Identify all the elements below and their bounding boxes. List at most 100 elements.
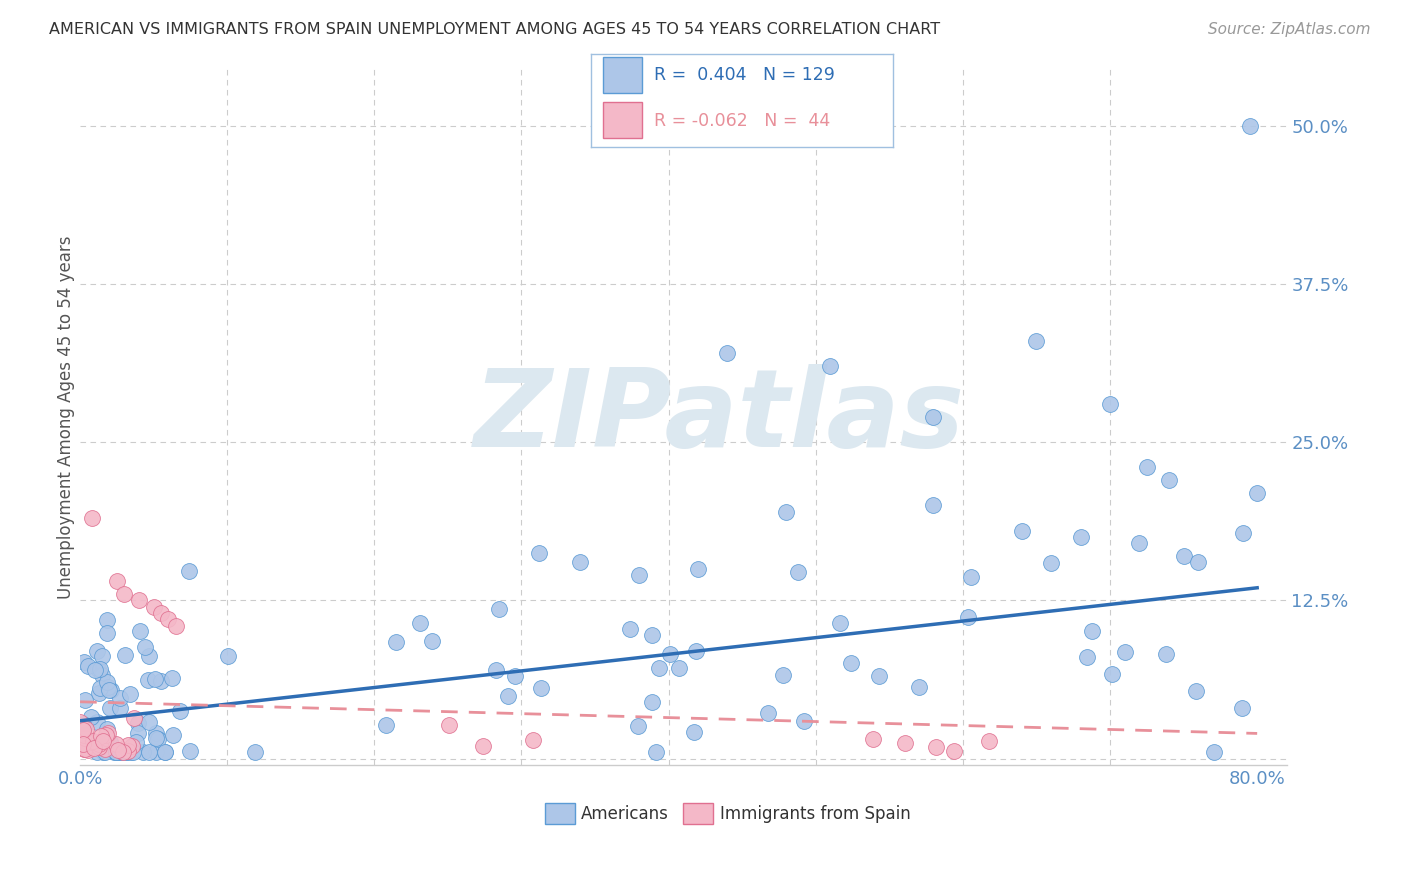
Point xyxy=(979,733,1001,747)
Bar xyxy=(544,804,575,824)
Point xyxy=(72,655,94,669)
Point xyxy=(128,593,150,607)
Point xyxy=(1154,648,1177,662)
Point xyxy=(756,706,779,720)
Point xyxy=(87,739,110,754)
Point xyxy=(83,663,105,677)
Point xyxy=(922,409,945,424)
Point xyxy=(716,346,738,360)
Point xyxy=(1076,650,1098,665)
Point xyxy=(496,690,519,704)
Point xyxy=(485,663,508,677)
Point xyxy=(105,746,128,760)
Point xyxy=(1136,460,1159,475)
Point xyxy=(1128,536,1150,550)
Point xyxy=(86,662,108,676)
Point xyxy=(127,715,149,730)
Point xyxy=(828,615,851,630)
Text: R = -0.062   N =  44: R = -0.062 N = 44 xyxy=(654,112,831,130)
Point xyxy=(114,648,136,662)
Point xyxy=(437,717,460,731)
Point xyxy=(73,693,96,707)
Point xyxy=(94,741,117,756)
Point xyxy=(243,746,266,760)
Point xyxy=(110,746,132,760)
Point xyxy=(72,737,94,751)
Point xyxy=(100,700,122,714)
Point xyxy=(1185,684,1208,698)
Point xyxy=(94,746,117,760)
Point xyxy=(96,626,118,640)
Text: AMERICAN VS IMMIGRANTS FROM SPAIN UNEMPLOYMENT AMONG AGES 45 TO 54 YEARS CORRELA: AMERICAN VS IMMIGRANTS FROM SPAIN UNEMPL… xyxy=(49,22,941,37)
Point xyxy=(127,726,149,740)
Point xyxy=(641,628,664,642)
Point xyxy=(1157,473,1180,487)
Point xyxy=(820,359,842,373)
Point xyxy=(772,668,794,682)
Point xyxy=(177,565,200,579)
Point xyxy=(488,602,510,616)
Point xyxy=(93,734,115,748)
Point xyxy=(775,505,797,519)
Point xyxy=(136,673,159,687)
Point xyxy=(409,615,432,630)
Point xyxy=(132,746,155,760)
Point xyxy=(503,668,526,682)
Point xyxy=(839,656,862,670)
Point xyxy=(142,599,165,614)
Point xyxy=(73,742,96,756)
Point xyxy=(686,562,709,576)
Point xyxy=(121,739,143,753)
Point xyxy=(1098,397,1121,411)
Point xyxy=(169,704,191,718)
Point xyxy=(143,672,166,686)
Point xyxy=(91,746,114,760)
Point xyxy=(75,722,97,736)
Point xyxy=(1011,524,1033,538)
Point xyxy=(69,714,91,729)
Bar xyxy=(603,57,643,93)
Point xyxy=(97,683,120,698)
Point xyxy=(179,744,201,758)
Point xyxy=(157,612,180,626)
Point xyxy=(107,743,129,757)
Point xyxy=(97,680,120,694)
Point xyxy=(786,565,808,579)
Point xyxy=(115,746,138,760)
Point xyxy=(108,701,131,715)
Point xyxy=(522,733,544,747)
Point xyxy=(569,556,592,570)
Point xyxy=(530,681,553,696)
Point xyxy=(83,741,105,756)
Point xyxy=(86,715,108,730)
Point xyxy=(72,717,94,731)
Point xyxy=(659,647,682,661)
Point xyxy=(1239,119,1261,133)
Point xyxy=(374,718,396,732)
Point xyxy=(1173,549,1195,563)
Point xyxy=(145,731,167,745)
Point xyxy=(125,735,148,749)
Point xyxy=(150,674,173,689)
Point xyxy=(73,741,96,756)
Point xyxy=(86,746,108,760)
Point xyxy=(162,728,184,742)
Point xyxy=(943,744,966,758)
Point xyxy=(73,731,96,746)
Point xyxy=(907,680,929,694)
Point xyxy=(94,731,117,745)
Point xyxy=(100,683,122,698)
Bar xyxy=(603,103,643,138)
Point xyxy=(134,640,156,654)
Point xyxy=(1232,701,1254,715)
Point xyxy=(862,732,884,747)
Point xyxy=(793,714,815,728)
Point xyxy=(1204,746,1226,760)
Point xyxy=(640,695,662,709)
Point xyxy=(91,668,114,682)
Point xyxy=(73,728,96,742)
Point xyxy=(160,671,183,685)
Point xyxy=(77,736,100,750)
Point xyxy=(105,746,128,760)
Point xyxy=(138,746,160,760)
